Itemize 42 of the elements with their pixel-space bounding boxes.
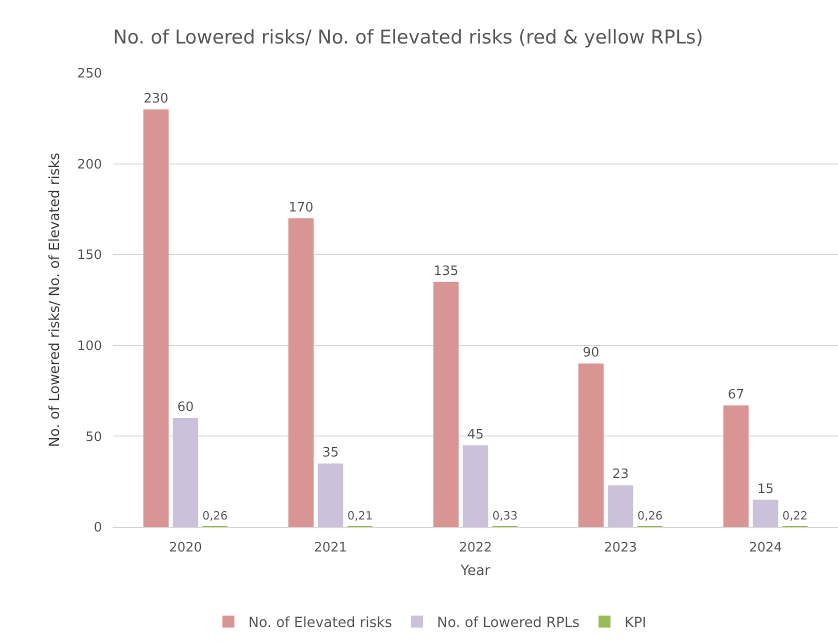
- y-tick-label: 0: [94, 520, 102, 536]
- bar: [752, 500, 778, 527]
- bar: [433, 282, 459, 527]
- x-tick-label: 2022: [458, 540, 492, 556]
- bar: [143, 109, 169, 527]
- bar: [318, 463, 344, 527]
- bar: [578, 364, 604, 527]
- data-label: 0,22: [782, 508, 808, 522]
- bar: [462, 445, 488, 527]
- data-label: 230: [144, 91, 168, 106]
- legend-label: KPI: [624, 615, 646, 632]
- x-axis-title: Year: [460, 562, 491, 579]
- x-tick-label: 2020: [168, 540, 202, 556]
- bar: [723, 405, 749, 527]
- data-label: 67: [728, 387, 744, 402]
- data-label: 0,26: [202, 508, 228, 522]
- data-label: 90: [582, 346, 600, 361]
- data-label: 45: [467, 427, 484, 442]
- data-label: 0,26: [637, 508, 663, 522]
- y-tick-label: 150: [77, 248, 102, 264]
- x-tick-label: 2021: [314, 540, 348, 556]
- y-axis-title: No. of Lowered risks/ No. of Elevated risks: [46, 152, 63, 448]
- y-tick-label: 50: [85, 430, 102, 445]
- legend-label: No. of Lowered RPLs: [437, 615, 580, 632]
- data-label: 23: [612, 467, 629, 482]
- data-label: 15: [757, 482, 774, 497]
- data-label: 0,33: [492, 508, 518, 522]
- data-label: 135: [434, 264, 458, 279]
- data-label: 170: [288, 200, 314, 216]
- x-tick-label: 2023: [604, 540, 638, 556]
- x-tick-label: 2024: [748, 540, 782, 556]
- chart-title: No. of Lowered risks/ No. of Elevated risks (red & yellow RPLs): [113, 26, 704, 49]
- legend-label: No. of Elevated risks: [248, 615, 392, 632]
- bar: [172, 418, 198, 527]
- data-label: 60: [177, 400, 194, 416]
- y-tick-label: 100: [77, 338, 102, 354]
- bar: [288, 218, 314, 527]
- data-label: 0,21: [347, 508, 373, 522]
- data-label: 35: [322, 445, 339, 460]
- y-tick-label: 200: [77, 157, 102, 172]
- bar: [608, 485, 634, 527]
- y-tick-label: 250: [77, 66, 102, 82]
